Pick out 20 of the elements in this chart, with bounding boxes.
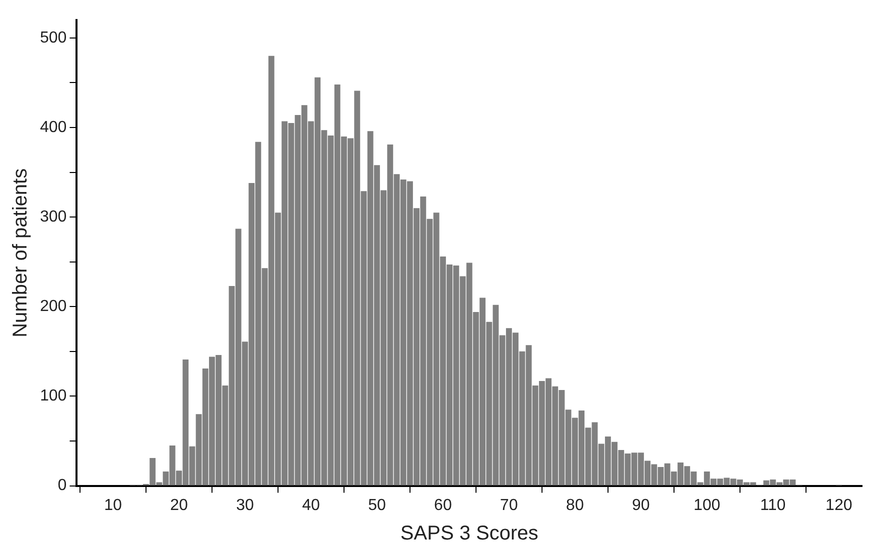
x-tick-label: 20 (170, 496, 188, 514)
x-tick-label: 80 (566, 496, 584, 514)
x-tick-label: 110 (760, 496, 786, 514)
x-tick-label: 70 (500, 496, 518, 514)
y-tick-label: 400 (40, 118, 67, 136)
y-axis-title: Number of patients (10, 168, 32, 338)
x-tick-label: 120 (826, 496, 852, 514)
x-axis-title: SAPS 3 Scores (400, 522, 538, 545)
y-tick-label: 500 (40, 29, 67, 46)
y-tick-label: 0 (58, 477, 67, 494)
y-tick-label: 300 (40, 208, 67, 226)
x-tick-label: 30 (236, 496, 254, 514)
x-tick-label: 60 (434, 496, 452, 514)
x-tick-label: 50 (368, 496, 386, 514)
x-tick-label: 10 (104, 496, 122, 514)
x-tick-label: 90 (632, 496, 650, 514)
y-tick-label: 100 (40, 388, 67, 405)
y-tick-label: 200 (40, 298, 67, 316)
x-tick-label: 100 (694, 496, 720, 514)
x-tick-label: 40 (302, 496, 320, 514)
